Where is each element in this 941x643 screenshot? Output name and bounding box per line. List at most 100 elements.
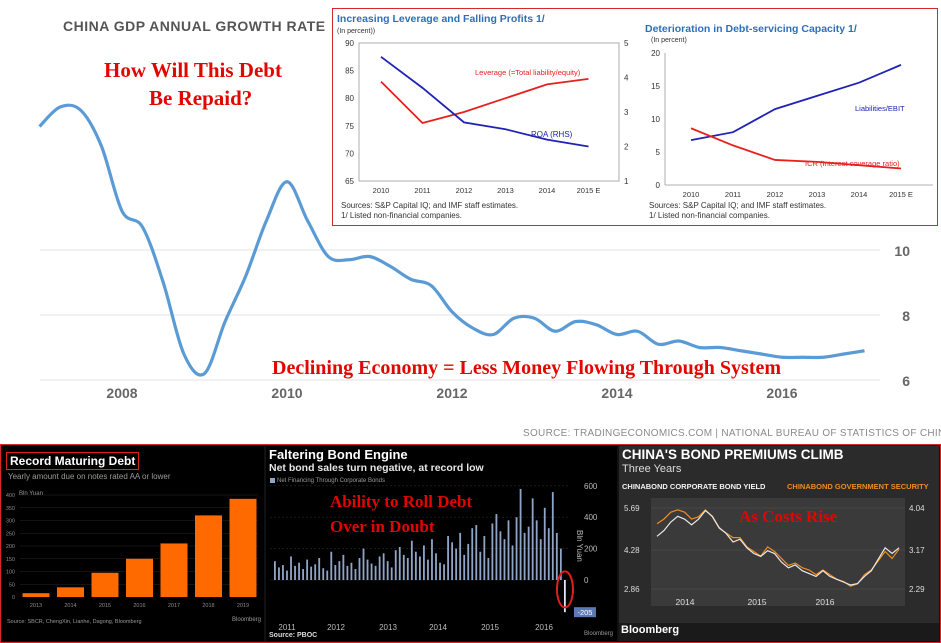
panel-b-bar	[463, 554, 466, 580]
panel-b-bar	[302, 569, 305, 580]
panel-b-bar	[439, 562, 441, 580]
main-gdp-chart: CHINA GDP ANNUAL GROWTH RATE 6 8 10 2008 201…	[38, 18, 941, 439]
panel-b-ylabel: Bln Yuan	[575, 530, 584, 562]
panel-b-bar	[423, 545, 425, 580]
panel-b-bar	[555, 532, 558, 580]
panel-b-bar	[350, 562, 353, 580]
panel-a-bar	[229, 498, 257, 597]
inset-left-plot: 65 70 75 80 85 90 1 2 3 4 5 2010 2011 2012 2013 2014 201…	[345, 39, 629, 195]
panel-a-ytick-label: 250	[6, 531, 15, 537]
inset-left-source-2: 1/ Listed non-financial companies.	[341, 211, 462, 220]
panel-a-bar	[126, 558, 153, 597]
panel-c-title: CHINA'S BOND PREMIUMS CLIMB	[622, 447, 844, 462]
panel-b-bar	[290, 556, 292, 580]
inset-left-ytick-label: 65	[345, 177, 354, 186]
panel-a-ytick-label: 50	[9, 582, 15, 588]
panel-a-ytick-label: 0	[12, 595, 15, 601]
panel-a-xtick-label: 2013	[30, 603, 42, 609]
panel-b-bar	[406, 558, 409, 580]
panel-b-xtick-label: 2015	[481, 623, 499, 632]
panel-c-ytick-right-label: 3.17	[909, 546, 925, 555]
inset-right-xtick-label: 2014	[851, 190, 868, 199]
panel-a-xtick-label: 2014	[64, 603, 76, 609]
inset-left-xtick-label: 2011	[414, 186, 430, 195]
panel-c-ytick-left-label: 5.69	[624, 504, 640, 513]
inset-left-xtick-label: 2014	[539, 186, 556, 195]
panel-b-bar	[418, 556, 421, 580]
panel-b-last-value-box	[573, 607, 596, 618]
panel-a-bar	[57, 587, 84, 597]
panel-a-bar	[22, 593, 50, 597]
panel-b-bar	[366, 559, 369, 580]
panel-b-bar	[471, 528, 474, 580]
panel-a-ytick-label: 300	[6, 519, 15, 525]
panel-a-brand: Bloomberg	[232, 617, 262, 623]
panel-b-bar	[370, 563, 373, 580]
panel-c-legend-a: CHINABOND CORPORATE BOND YIELD	[622, 482, 766, 491]
panel-b-bar	[274, 561, 276, 580]
inset-left-ytick-right-label: 3	[624, 108, 629, 117]
panel-b-brand: Bloomberg	[584, 631, 614, 637]
inset-right-xtick-label: 2012	[767, 190, 784, 199]
panel-b-bar	[523, 532, 526, 580]
inset-right-ytick-label: 20	[651, 49, 660, 58]
panel-b-xtick-label: 2011	[278, 623, 296, 632]
inset-right-source-1: Sources: S&P Capital IQ; and IMF staff e…	[649, 201, 827, 210]
inset-right-icr-label: ICR (Interest coverage ratio)	[805, 159, 900, 168]
inset-right-liab-label: Liabilities/EBIT	[855, 104, 905, 113]
panel-b-bar	[294, 565, 296, 580]
panel-b-bar	[338, 561, 341, 580]
panel-b-ytick-label: 400	[584, 513, 598, 522]
panel-a-ytick-label: 150	[6, 557, 15, 563]
panel-b-xtick-label: 2013	[379, 623, 397, 632]
panel-b-bar	[519, 488, 522, 580]
panel-b-bar	[318, 558, 321, 580]
panel-c-series-line	[656, 509, 900, 586]
inset-left-frame	[358, 42, 620, 182]
panel-bond-premiums: CHINA'S BOND PREMIUMS CLIMB Three Years …	[619, 446, 939, 641]
panel-c-ytick-right-label: 4.04	[909, 504, 925, 513]
panel-b-legend-swatch	[270, 478, 275, 483]
panel-b-bar	[483, 536, 486, 580]
panel-a-source: Source: SBCR, ChengXin, Lianhe, Dagong, …	[7, 619, 142, 625]
annotation-declining-economy: Declining Economy = Less Money Flowing T…	[272, 357, 782, 379]
panel-c-brand: Bloomberg	[621, 624, 680, 636]
panel-b-bar	[330, 551, 333, 580]
gdp-ytick-label: 8	[902, 308, 910, 324]
panel-b-bar	[378, 556, 381, 580]
panel-a-xtick-label: 2015	[99, 603, 111, 609]
panel-b-bar	[410, 540, 413, 580]
inset-left-ytick-label: 90	[345, 39, 354, 48]
panel-c-legend-b: CHINABOND GOVERNMENT SECURITY	[787, 482, 929, 491]
gdp-xtick-label: 2014	[601, 385, 632, 401]
inset-left-ytick-label: 85	[345, 67, 354, 76]
panel-b-bar	[459, 532, 462, 580]
panel-c-xtick-label: 2016	[816, 597, 835, 607]
inset-right-xtick-label: 2010	[683, 190, 700, 199]
panel-b-bar	[362, 548, 365, 580]
annotation-roll-debt-line2: Over in Doubt	[330, 517, 435, 536]
panel-b-bar	[447, 536, 449, 580]
panel-a-xtick-label: 2016	[133, 603, 145, 609]
panel-c-xtick-label: 2015	[748, 597, 767, 607]
annotation-debt-repaid-line2: Be Repaid?	[149, 86, 253, 110]
inset-right-xtick-label: 2015 E	[889, 190, 913, 199]
gdp-xtick-label: 2016	[766, 385, 797, 401]
panel-b-bar	[559, 548, 562, 580]
panel-b-last-value-label: -205	[577, 608, 592, 617]
panel-b-bar	[503, 539, 506, 580]
panel-b-bar	[322, 568, 325, 580]
panel-b-bar	[467, 543, 470, 580]
panel-b-bar	[455, 548, 458, 580]
gdp-xtick-label: 2012	[436, 385, 467, 401]
panel-b-bar	[282, 565, 284, 580]
panel-b-bar	[535, 520, 538, 580]
panel-b-xtick-label: 2014	[429, 623, 447, 632]
inset-left-ytick-right-label: 5	[624, 39, 629, 48]
panel-b-bar	[515, 517, 518, 580]
panel-b-ytick-label: 200	[584, 545, 598, 554]
inset-left-ytick-right-label: 4	[624, 74, 629, 83]
panel-b-ytick-label: 0	[584, 576, 589, 585]
panel-a-ytick-label: 100	[6, 570, 15, 576]
